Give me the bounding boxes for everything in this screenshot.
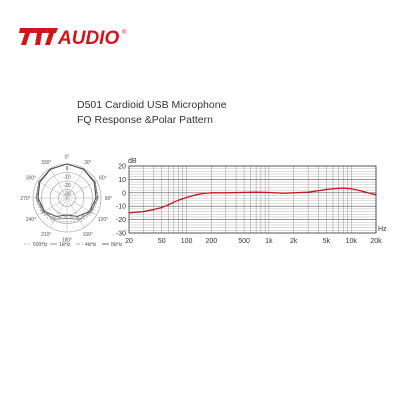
polar-radial-label: -20: [63, 183, 70, 189]
y-tick-label: 10: [118, 177, 126, 184]
x-tick-label: 200: [205, 238, 217, 245]
x-axis-label: Hz: [378, 226, 387, 233]
frequency-response-curve: [128, 187, 377, 214]
polar-angle-label: 300°: [26, 175, 36, 181]
registered-mark: ®: [122, 29, 127, 36]
y-tick-label: -30: [116, 231, 126, 238]
x-tick-label: 20: [125, 238, 133, 245]
y-tick-label: -10: [116, 204, 126, 211]
polar-angle-label: 0°: [65, 155, 70, 161]
polar-radial-label: 0: [66, 166, 69, 172]
polar-angle-label: 240°: [26, 217, 36, 223]
chart-subtitle: FQ Response &Polar Pattern: [77, 114, 213, 126]
polar-spoke: [49, 197, 68, 228]
polar-series-500hz: [35, 163, 99, 223]
polar-spoke: [66, 168, 85, 199]
x-tick-label: 50: [158, 238, 166, 245]
polar-legend-label: 1kHz: [59, 242, 71, 248]
polar-legend-label: 8kHz: [111, 242, 123, 248]
x-tick-label: 5k: [323, 238, 331, 245]
y-tick-label: -20: [116, 217, 126, 224]
polar-angle-label: 120°: [98, 217, 108, 223]
polar-spoke: [66, 197, 85, 228]
x-tick-label: 500: [238, 238, 250, 245]
x-tick-label: 1k: [265, 238, 273, 245]
polar-spoke: [37, 180, 68, 199]
polar-radial-label: -30: [63, 192, 70, 198]
brand-mark-icon: [19, 28, 58, 45]
plot-frame: [128, 165, 377, 234]
polar-angle-label: 180°: [62, 238, 72, 244]
x-tick-label: 2k: [290, 238, 298, 245]
polar-spoke: [66, 180, 97, 199]
brand-logo-text: AUDIO: [57, 28, 119, 48]
product-title: D501 Cardioid USB Microphone: [77, 99, 227, 111]
x-tick-label: 100: [181, 238, 193, 245]
polar-angle-label: 150°: [83, 232, 93, 238]
polar-spoke: [49, 168, 68, 199]
polar-angle-label: 90°: [105, 196, 113, 202]
polar-angle-label: 330°: [41, 160, 51, 166]
y-axis-label: dB: [128, 158, 137, 165]
y-tick-label: 0: [122, 190, 126, 197]
polar-angle-label: 270°: [20, 196, 30, 202]
polar-legend-label: 4kHz: [85, 242, 97, 248]
y-tick-label: 20: [118, 164, 126, 171]
polar-angle-label: 30°: [84, 160, 92, 166]
brand-logo: AUDIO ®: [19, 28, 127, 48]
polar-legend-label: 500Hz: [33, 242, 48, 248]
x-tick-label: 20k: [370, 238, 382, 245]
polar-series-8khz: [37, 163, 97, 217]
polar-radial-label: -10: [63, 175, 70, 181]
x-tick-label: 10k: [346, 238, 358, 245]
polar-angle-label: 60°: [99, 175, 107, 181]
polar-angle-label: 210°: [41, 232, 51, 238]
